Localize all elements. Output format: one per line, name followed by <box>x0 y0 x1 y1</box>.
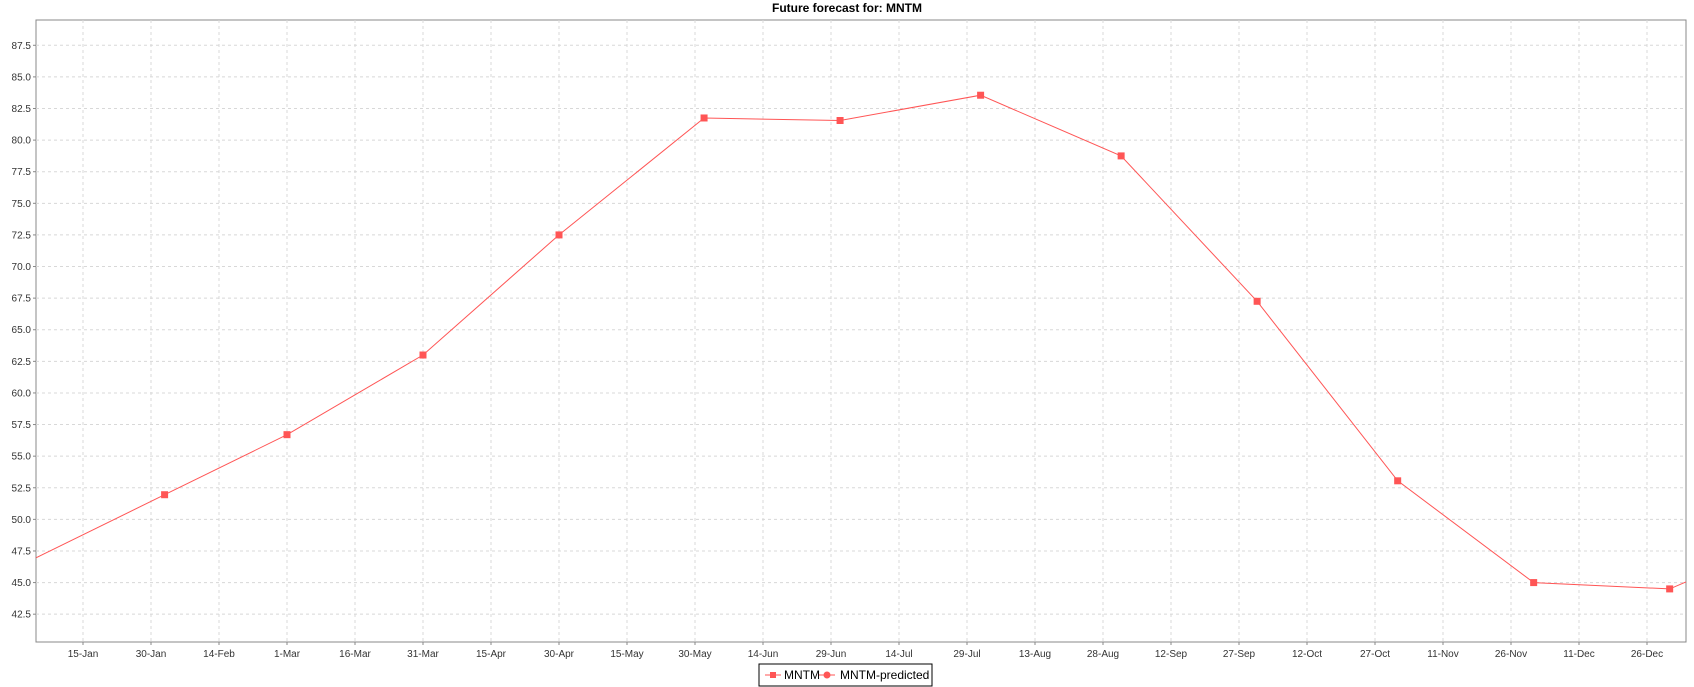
y-tick-label: 67.5 <box>12 294 32 305</box>
x-tick-label: 30-May <box>678 649 711 660</box>
x-tick-label: 16-Mar <box>339 649 371 660</box>
legend-label-mntm-predicted: MNTM-predicted <box>840 668 929 682</box>
x-tick-label: 29-Jun <box>816 649 847 660</box>
x-tick-label: 27-Sep <box>1223 649 1256 660</box>
legend-marker-circle-icon <box>823 671 831 679</box>
data-point-mntm <box>1117 152 1125 160</box>
y-tick-label: 85.0 <box>12 72 32 83</box>
y-tick-label: 45.0 <box>12 578 32 589</box>
y-tick-label: 62.5 <box>12 357 32 368</box>
series-line-mntm <box>35 94 1687 590</box>
legend-marker-square-icon <box>770 672 776 678</box>
data-point-mntm <box>1666 585 1674 593</box>
x-tick-label: 30-Jan <box>136 649 167 660</box>
y-tick-label: 47.5 <box>12 546 32 557</box>
data-point-mntm <box>1253 297 1261 305</box>
y-tick-label: 75.0 <box>12 199 32 210</box>
x-tick-label: 14-Jun <box>748 649 779 660</box>
x-tick-label: 30-Apr <box>544 649 575 660</box>
x-tick-label: 11-Nov <box>1427 649 1459 660</box>
x-tick-label: 11-Dec <box>1563 649 1595 660</box>
y-tick-label: 52.5 <box>12 483 32 494</box>
legend-box <box>758 663 933 687</box>
data-point-mntm <box>419 351 427 359</box>
data-point-mntm <box>1530 579 1538 587</box>
y-tick-label: 55.0 <box>12 452 32 463</box>
legend-label-mntm: MNTM <box>784 668 820 682</box>
data-point-mntm <box>977 91 985 99</box>
x-tick-label: 27-Oct <box>1360 649 1390 660</box>
data-point-mntm <box>283 431 291 439</box>
y-tick-label: 72.5 <box>12 230 32 241</box>
y-tick-label: 60.0 <box>12 388 32 399</box>
x-tick-label: 26-Nov <box>1495 649 1527 660</box>
x-tick-label: 29-Jul <box>953 649 980 660</box>
x-tick-label: 13-Aug <box>1019 649 1051 660</box>
x-tick-label: 12-Sep <box>1155 649 1188 660</box>
x-tick-label: 14-Jul <box>885 649 912 660</box>
y-tick-label: 65.0 <box>12 325 32 336</box>
data-point-mntm <box>555 231 563 239</box>
x-tick-label: 14-Feb <box>203 649 235 660</box>
y-tick-label: 57.5 <box>12 420 32 431</box>
x-tick-label: 15-Jan <box>68 649 99 660</box>
data-point-mntm <box>1394 477 1402 485</box>
x-axis: 15-Jan 30-Jan 14-Feb 1-Mar 16-Mar 31-Mar 15-Ap… <box>68 642 1663 660</box>
x-tick-label: 15-May <box>610 649 643 660</box>
chart-title: Future forecast for: MNTM <box>772 1 922 15</box>
y-tick-label: 87.5 <box>12 41 32 52</box>
x-tick-label: 28-Aug <box>1087 649 1119 660</box>
data-point-mntm <box>836 117 844 125</box>
x-tick-label: 12-Oct <box>1292 649 1322 660</box>
x-tick-label: 1-Mar <box>274 649 301 660</box>
x-tick-label: 15-Apr <box>476 649 507 660</box>
data-point-mntm <box>161 491 169 499</box>
y-tick-label: 70.0 <box>12 262 32 273</box>
plot-area <box>35 19 1687 643</box>
y-tick-label: 82.5 <box>12 104 32 115</box>
y-axis: 42.5 45.0 47.5 50.0 52.5 55.0 57.5 60.0 62.5 65.0… <box>12 41 36 621</box>
y-tick-label: 77.5 <box>12 167 32 178</box>
x-tick-label: 26-Dec <box>1631 649 1663 660</box>
y-tick-label: 50.0 <box>12 515 32 526</box>
grid-lines <box>36 20 1686 642</box>
y-tick-label: 42.5 <box>12 610 32 621</box>
data-point-mntm <box>700 114 708 122</box>
legend: MNTM MNTM-predicted <box>758 663 933 687</box>
y-tick-label: 80.0 <box>12 136 32 147</box>
x-tick-label: 31-Mar <box>407 649 439 660</box>
series-layer <box>35 91 1687 593</box>
